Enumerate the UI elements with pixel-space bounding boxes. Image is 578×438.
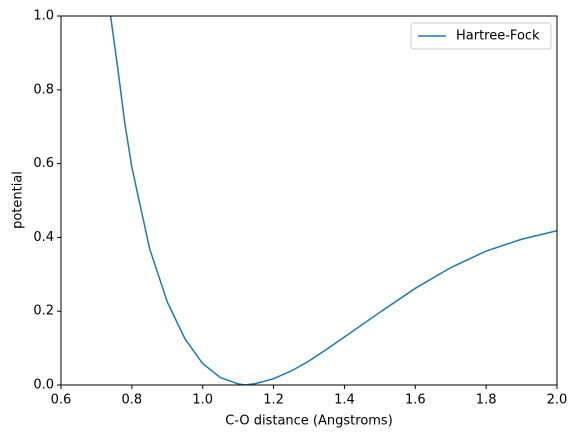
- x-tick-label: 2.0: [547, 393, 568, 408]
- x-tick-label: 1.6: [405, 393, 426, 408]
- line-series: [109, 16, 557, 385]
- x-tick-label: 0.6: [51, 393, 72, 408]
- y-tick-label: 0.0: [33, 378, 54, 393]
- legend-box: [410, 22, 552, 50]
- y-tick-label: 0.6: [33, 156, 54, 171]
- x-tick-label: 0.8: [122, 393, 143, 408]
- y-tick-label: 0.2: [33, 304, 54, 319]
- plot-frame: [60, 15, 558, 386]
- x-axis-label: C-O distance (Angstroms): [225, 414, 393, 429]
- y-tick-label: 0.8: [33, 82, 54, 97]
- x-tick-label: 1.2: [263, 393, 284, 408]
- x-tick-label: 1.4: [334, 393, 355, 408]
- x-tick-label: 1.8: [476, 393, 497, 408]
- x-tick-label: 1.0: [192, 393, 213, 408]
- y-axis-label: potential: [11, 171, 26, 229]
- y-tick-label: 1.0: [33, 9, 54, 24]
- y-tick-label: 0.4: [33, 230, 54, 245]
- legend-label: Hartree-Fock: [456, 29, 540, 44]
